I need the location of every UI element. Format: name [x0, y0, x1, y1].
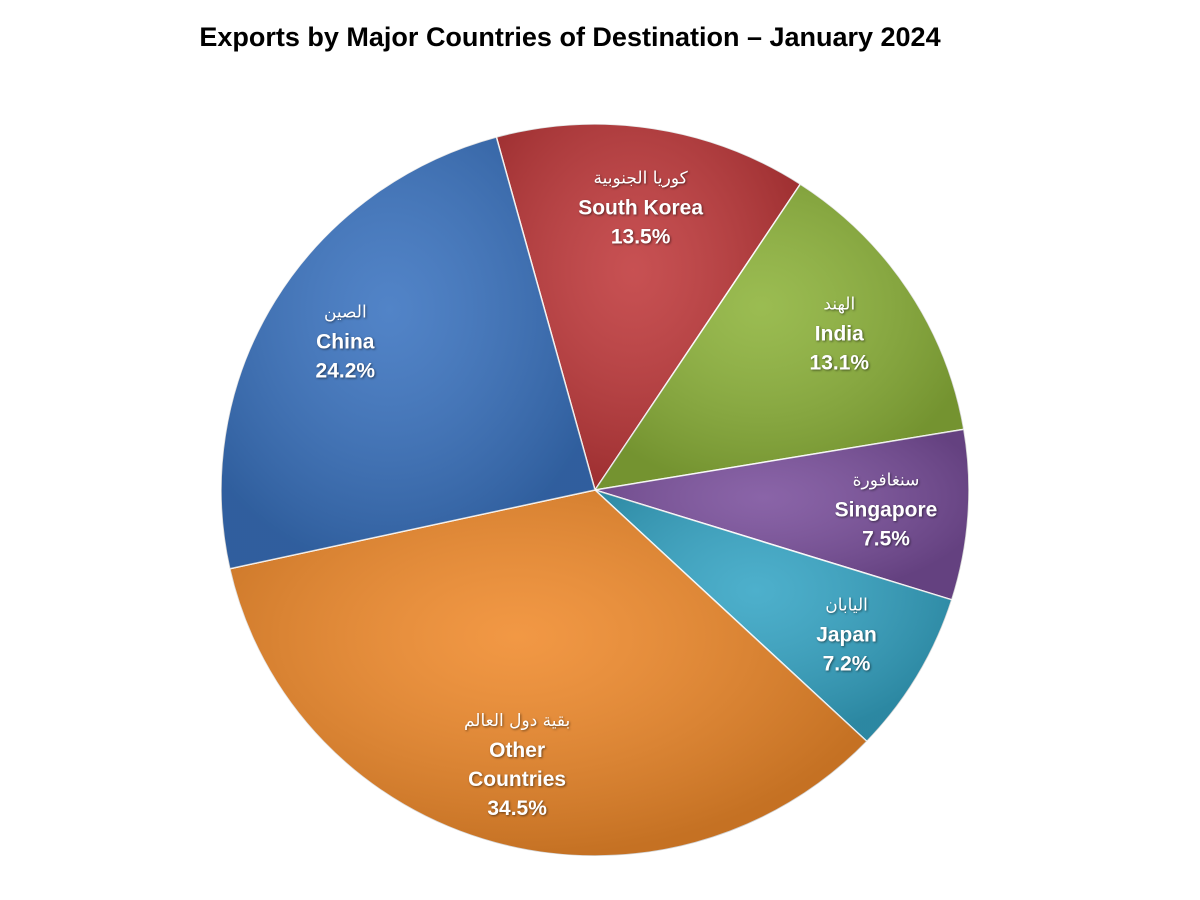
category-label: سنغافورة — [852, 470, 920, 491]
value-label: 13.5% — [610, 225, 671, 249]
category-label: الصين — [323, 302, 367, 323]
category-label: Other Countries — [468, 739, 567, 792]
slice-label: الصين China 24.2% — [260, 299, 430, 386]
category-label: Singapore — [834, 498, 938, 522]
category-label: South Korea — [578, 196, 704, 220]
category-label: بقية دول العالم — [463, 711, 571, 732]
category-label: Japan — [816, 623, 877, 647]
slice-label: كوريا الجنوبية South Korea 13.5% — [556, 165, 726, 252]
category-label: كوريا الجنوبية — [593, 168, 688, 189]
slice-label: الهند India 13.1% — [754, 291, 924, 378]
value-label: 34.5% — [487, 797, 547, 821]
value-label: 7.5% — [862, 527, 910, 551]
category-label: اليابان — [825, 595, 868, 616]
slice-label: سنغافورة Singapore 7.5% — [801, 466, 971, 553]
slice-label: بقية دول العالم Other Countries 34.5% — [452, 707, 582, 823]
category-label: India — [814, 322, 864, 346]
value-label: 13.1% — [809, 351, 870, 375]
category-label: China — [316, 330, 375, 354]
slice-label: اليابان Japan 7.2% — [762, 591, 932, 678]
chart-title: Exports by Major Countries of Destinatio… — [199, 22, 941, 52]
value-label: 7.2% — [822, 652, 871, 676]
value-label: 24.2% — [315, 359, 376, 383]
category-label: الهند — [823, 294, 856, 315]
